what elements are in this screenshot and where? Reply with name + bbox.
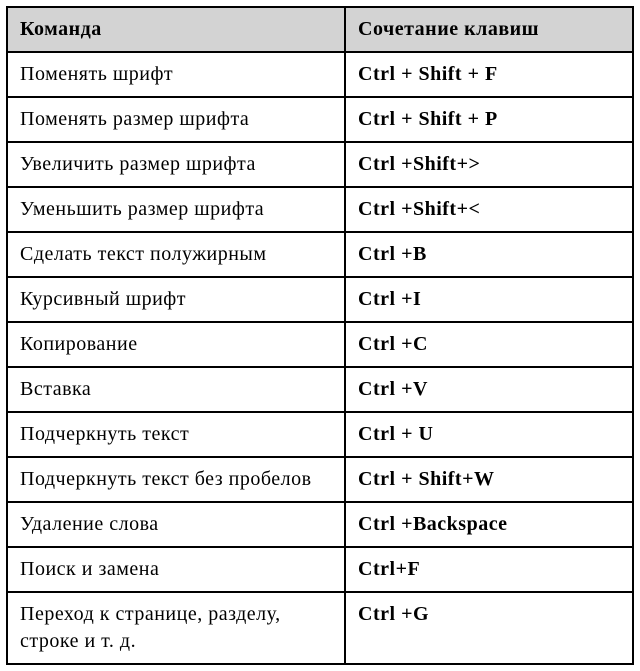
command-cell: Поиск и замена xyxy=(7,547,345,592)
column-header-command: Команда xyxy=(7,7,345,52)
shortcut-cell: Ctrl + Shift + P xyxy=(345,97,633,142)
command-cell: Курсивный шрифт xyxy=(7,277,345,322)
table-row: Сделать текст полужирнымCtrl +B xyxy=(7,232,633,277)
table-header-row: Команда Сочетание клавиш xyxy=(7,7,633,52)
command-cell: Подчеркнуть текст xyxy=(7,412,345,457)
shortcut-cell: Ctrl +V xyxy=(345,367,633,412)
shortcut-cell: Ctrl + Shift + F xyxy=(345,52,633,97)
shortcut-cell: Ctrl +Shift+< xyxy=(345,187,633,232)
shortcut-table: Команда Сочетание клавиш Поменять шрифтC… xyxy=(6,6,634,665)
shortcut-cell: Ctrl + U xyxy=(345,412,633,457)
shortcut-cell: Ctrl +B xyxy=(345,232,633,277)
command-cell: Переход к странице, разделу, строке и т.… xyxy=(7,592,345,664)
table-row: КопированиеCtrl +C xyxy=(7,322,633,367)
table-row: Увеличить размер шрифтаCtrl +Shift+> xyxy=(7,142,633,187)
column-header-shortcut: Сочетание клавиш xyxy=(345,7,633,52)
table-row: Удаление словаCtrl +Backspace xyxy=(7,502,633,547)
command-cell: Увеличить размер шрифта xyxy=(7,142,345,187)
table-body: Поменять шрифтCtrl + Shift + FПоменять р… xyxy=(7,52,633,664)
table-row: ВставкаCtrl +V xyxy=(7,367,633,412)
table-row: Уменьшить размер шрифтаCtrl +Shift+< xyxy=(7,187,633,232)
shortcut-table-wrapper: Команда Сочетание клавиш Поменять шрифтC… xyxy=(0,0,640,671)
shortcut-cell: Ctrl + Shift+W xyxy=(345,457,633,502)
table-row: Поменять размер шрифтаCtrl + Shift + P xyxy=(7,97,633,142)
table-row: Поиск и заменаCtrl+F xyxy=(7,547,633,592)
command-cell: Удаление слова xyxy=(7,502,345,547)
table-row: Подчеркнуть текстCtrl + U xyxy=(7,412,633,457)
command-cell: Подчеркнуть текст без про­белов xyxy=(7,457,345,502)
shortcut-cell: Ctrl +G xyxy=(345,592,633,664)
shortcut-cell: Ctrl +C xyxy=(345,322,633,367)
command-cell: Копирование xyxy=(7,322,345,367)
shortcut-cell: Ctrl +I xyxy=(345,277,633,322)
shortcut-cell: Ctrl +Backspace xyxy=(345,502,633,547)
command-cell: Вставка xyxy=(7,367,345,412)
command-cell: Сделать текст полужирным xyxy=(7,232,345,277)
command-cell: Поменять размер шрифта xyxy=(7,97,345,142)
shortcut-cell: Ctrl+F xyxy=(345,547,633,592)
table-row: Подчеркнуть текст без про­беловCtrl + Sh… xyxy=(7,457,633,502)
command-cell: Поменять шрифт xyxy=(7,52,345,97)
table-row: Поменять шрифтCtrl + Shift + F xyxy=(7,52,633,97)
shortcut-cell: Ctrl +Shift+> xyxy=(345,142,633,187)
table-row: Курсивный шрифтCtrl +I xyxy=(7,277,633,322)
command-cell: Уменьшить размер шрифта xyxy=(7,187,345,232)
table-row: Переход к странице, разделу, строке и т.… xyxy=(7,592,633,664)
